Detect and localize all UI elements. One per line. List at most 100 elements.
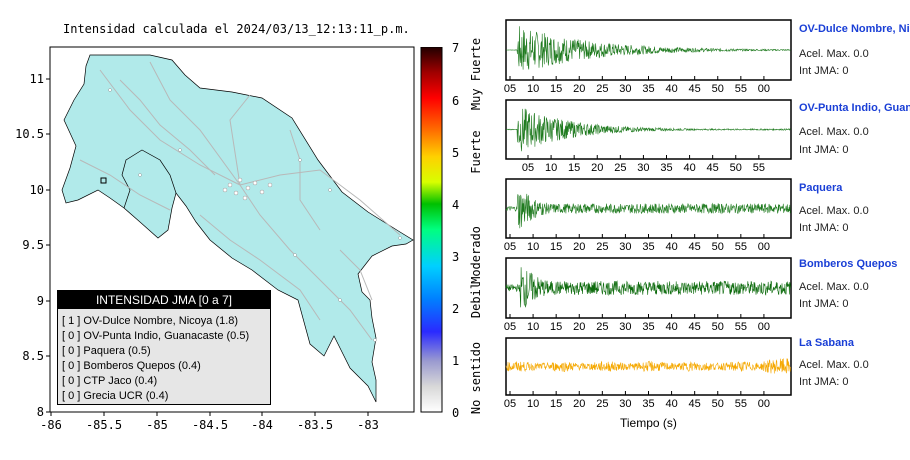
time-tick-label: 45 xyxy=(689,241,701,253)
time-tick-label: 10 xyxy=(545,162,557,174)
time-tick-label: 10 xyxy=(527,321,539,333)
station-acel: Acel. Max. 0.0 xyxy=(799,281,869,293)
time-tick-label: 40 xyxy=(665,398,677,410)
station-name: OV-Dulce Nombre, Nic xyxy=(799,23,910,35)
station-name: OV-Punta Indio, Guana xyxy=(799,102,910,114)
map-y-tick: 8.5 xyxy=(22,349,44,363)
legend-item: [ 0 ] OV-Punta Indio, Guanacaste (0.5) xyxy=(62,330,250,342)
time-tick-label: 55 xyxy=(735,241,747,253)
time-tick-label: 55 xyxy=(735,83,747,95)
time-tick-label: 40 xyxy=(683,162,695,174)
map-y-tick: 8 xyxy=(36,405,44,419)
time-tick-label: 50 xyxy=(712,321,724,333)
legend-item: [ 0 ] Grecia UCR (0.4) xyxy=(62,390,169,402)
time-tick-label: 10 xyxy=(527,83,539,95)
time-tick-label: 30 xyxy=(637,162,649,174)
colorbar-tick: 0 xyxy=(452,406,460,420)
colorbar-tick: 3 xyxy=(452,250,460,264)
time-tick-label: 35 xyxy=(642,83,654,95)
time-tick-label: 20 xyxy=(573,321,585,333)
time-tick-label: 05 xyxy=(504,321,516,333)
station-int: Int JMA: 0 xyxy=(799,376,849,388)
legend-item: [ 0 ] CTP Jaco (0.4) xyxy=(62,375,158,387)
map-x-tick: -83 xyxy=(357,418,379,432)
legend-item: [ 0 ] Bomberos Quepos (0.4) xyxy=(62,360,201,372)
time-tick-label: 10 xyxy=(527,398,539,410)
station-name: Bomberos Quepos xyxy=(799,258,898,270)
station-int: Int JMA: 0 xyxy=(799,298,849,310)
station-name: La Sabana xyxy=(799,337,855,349)
waveform-trace xyxy=(505,358,791,374)
time-tick-label: 50 xyxy=(712,83,724,95)
time-tick-label: 20 xyxy=(573,241,585,253)
time-tick-label: 05 xyxy=(504,83,516,95)
station-markers xyxy=(108,88,402,342)
time-tick-label: 55 xyxy=(735,321,747,333)
time-tick-label: 35 xyxy=(642,321,654,333)
station-acel: Acel. Max. 0.0 xyxy=(799,48,869,60)
time-tick-label: 30 xyxy=(619,398,631,410)
map-title: Intensidad calculada el 2024/03/13_12:13… xyxy=(63,22,410,36)
map-y-tick: 9 xyxy=(36,294,44,308)
station-int: Int JMA: 0 xyxy=(799,65,849,77)
time-tick-label: 40 xyxy=(665,321,677,333)
costa-rica-land xyxy=(61,54,414,403)
time-tick-label: 15 xyxy=(550,398,562,410)
time-tick-label: 40 xyxy=(665,83,677,95)
station-acel: Acel. Max. 0.0 xyxy=(799,205,869,217)
station-int: Int JMA: 0 xyxy=(799,222,849,234)
time-tick-label: 15 xyxy=(550,321,562,333)
station-acel: Acel. Max. 0.0 xyxy=(799,359,869,371)
time-tick-label: 25 xyxy=(596,241,608,253)
legend-item: [ 1 ] OV-Dulce Nombre, Nicoya (1.8) xyxy=(62,315,239,327)
time-tick-label: 35 xyxy=(660,162,672,174)
time-tick-label: 20 xyxy=(591,162,603,174)
time-tick-label: 55 xyxy=(753,162,765,174)
time-tick-label: 00 xyxy=(758,398,770,410)
intensity-legend: INTENSIDAD JMA [0 a 7] [ 1 ] OV-Dulce No… xyxy=(57,290,271,405)
waveform-trace xyxy=(505,193,791,229)
map-x-tick: -84 xyxy=(251,418,273,432)
map-x-tick: -83.5 xyxy=(296,418,334,432)
time-tick-label: 55 xyxy=(735,398,747,410)
time-tick-label: 25 xyxy=(596,398,608,410)
time-tick-label: 25 xyxy=(596,83,608,95)
time-tick-label: 45 xyxy=(689,321,701,333)
time-tick-label: 20 xyxy=(573,83,585,95)
time-tick-label: 25 xyxy=(614,162,626,174)
time-tick-label: 00 xyxy=(758,241,770,253)
time-tick-label: 45 xyxy=(707,162,719,174)
colorbar-tick: 6 xyxy=(452,94,460,108)
legend-item: [ 0 ] Paquera (0.5) xyxy=(62,345,151,357)
map-x-tick: -85.5 xyxy=(85,418,123,432)
waveform-trace xyxy=(505,267,791,308)
colorbar-tick: 7 xyxy=(452,41,460,55)
colorbar-tick: 5 xyxy=(452,146,460,160)
time-tick-label: 15 xyxy=(550,241,562,253)
map-y-tick: 9.5 xyxy=(22,238,44,252)
map-y-tick: 11 xyxy=(29,72,44,86)
time-tick-label: 00 xyxy=(758,83,770,95)
waveform-trace xyxy=(505,108,791,152)
legend-title: INTENSIDAD JMA [0 a 7] xyxy=(58,291,270,309)
intensity-colorbar xyxy=(420,47,443,413)
map-x-tick: -86 xyxy=(40,418,62,432)
time-tick-label: 30 xyxy=(619,83,631,95)
station-name: Paquera xyxy=(799,182,843,194)
colorbar-tick: 1 xyxy=(452,354,460,368)
time-tick-label: 50 xyxy=(712,398,724,410)
time-tick-label: 05 xyxy=(504,398,516,410)
station-int: Int JMA: 0 xyxy=(799,144,849,156)
map-x-tick: -85 xyxy=(146,418,168,432)
waveform-trace xyxy=(506,26,791,70)
time-tick-label: 50 xyxy=(730,162,742,174)
time-axis-label: Tiempo (s) xyxy=(620,416,677,430)
time-tick-label: 50 xyxy=(712,241,724,253)
time-tick-label: 30 xyxy=(619,321,631,333)
time-tick-label: 30 xyxy=(619,241,631,253)
time-tick-label: 35 xyxy=(642,398,654,410)
time-tick-label: 20 xyxy=(573,398,585,410)
time-tick-label: 15 xyxy=(550,83,562,95)
map-y-tick: 10.5 xyxy=(15,127,44,141)
